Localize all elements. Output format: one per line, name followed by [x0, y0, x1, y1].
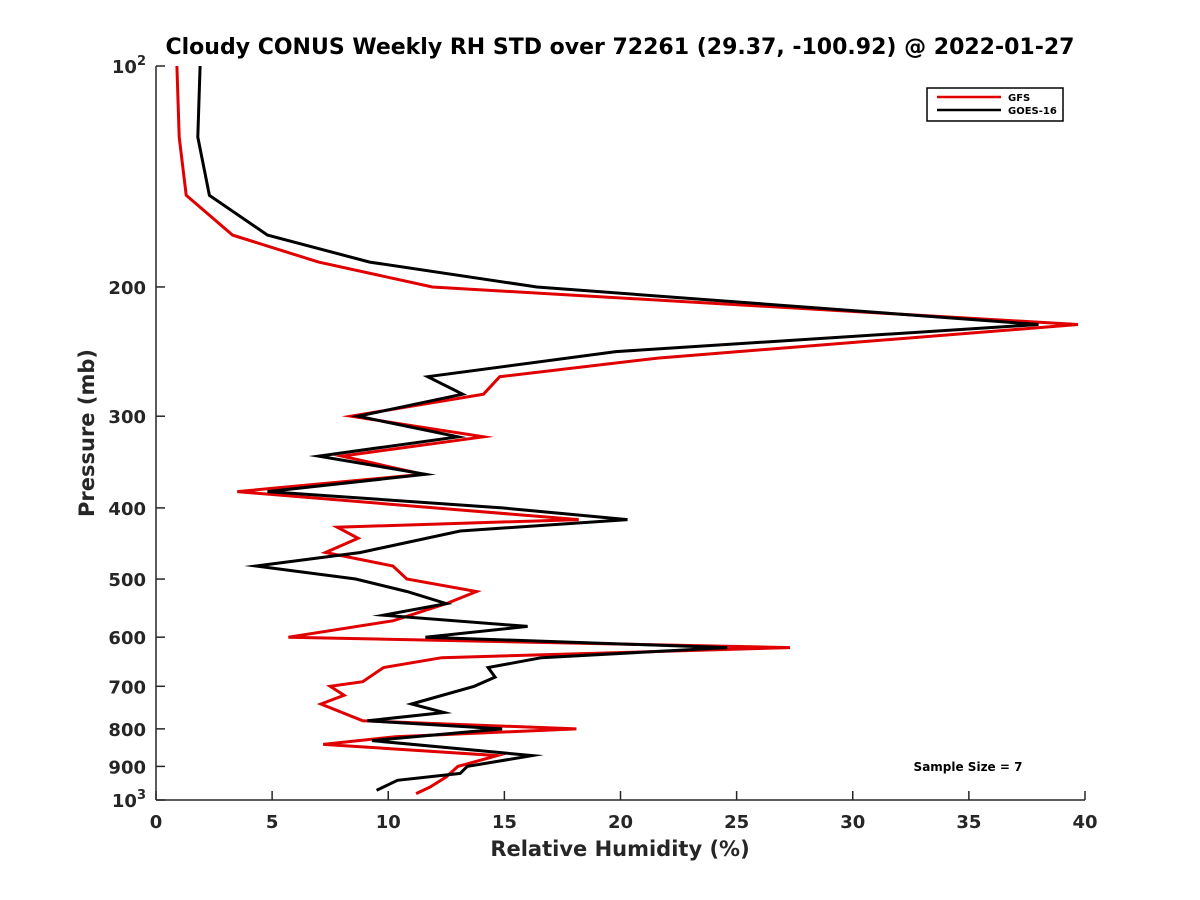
- y-tick-label: 103: [112, 788, 146, 812]
- y-tick-label: 300: [108, 407, 146, 428]
- x-tick-label: 20: [608, 812, 633, 833]
- x-axis-label: Relative Humidity (%): [490, 837, 749, 861]
- y-axis-label: Pressure (mb): [75, 349, 99, 517]
- x-tick-label: 15: [492, 812, 517, 833]
- legend-label-gfs: GFS: [1008, 93, 1030, 104]
- y-tick-label: 500: [108, 570, 146, 591]
- y-tick-label: 900: [108, 757, 146, 778]
- x-tick-label: 0: [150, 812, 163, 833]
- y-tick-label: 400: [108, 499, 146, 520]
- legend-box: [926, 87, 1064, 122]
- axes-layer: 0 5 10 15 20 25 30 35 40 102 200 300 400 500 600 700 800…: [108, 54, 1097, 833]
- y-tick-label: 800: [108, 720, 146, 741]
- series-line-gfs: [175, 65, 1079, 795]
- sample-size-annotation: Sample Size = 7: [914, 760, 1023, 774]
- chart-title: Cloudy CONUS Weekly RH STD over 72261 (2…: [166, 35, 1075, 60]
- x-tick-label: 35: [956, 812, 981, 833]
- y-tick-label: 102: [112, 54, 146, 78]
- x-tick-label: 40: [1072, 812, 1097, 833]
- x-tick-label: 5: [266, 812, 279, 833]
- y-tick-label: 600: [108, 628, 146, 649]
- legend-label-goes16: GOES-16: [1008, 106, 1057, 117]
- series-line-goes-16: [196, 65, 1039, 792]
- y-tick-label: 700: [108, 677, 146, 698]
- series-layer: [175, 65, 1079, 795]
- legend: GFS GOES-16: [926, 87, 1064, 122]
- x-tick-label: 10: [376, 812, 401, 833]
- x-tick-label: 25: [724, 812, 749, 833]
- y-tick-label: 200: [108, 278, 146, 299]
- x-tick-label: 30: [840, 812, 865, 833]
